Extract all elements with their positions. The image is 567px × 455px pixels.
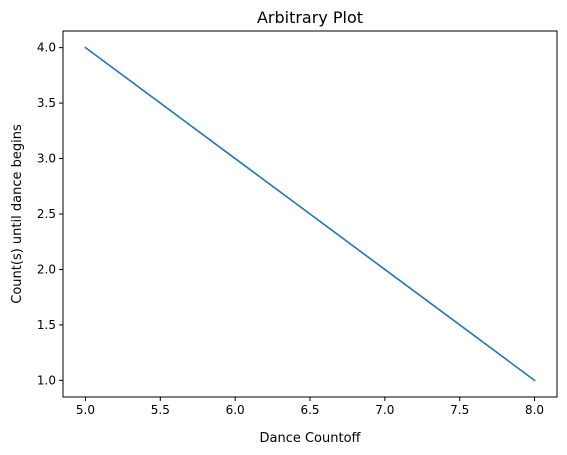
x-tick-label: 5.0 [76,403,95,417]
y-tick-label: 3.0 [37,152,56,166]
x-axis-label: Dance Countoff [259,431,361,446]
series-group [84,46,536,382]
y-tick-label: 1.0 [37,373,56,387]
y-tick-label: 4.0 [37,41,56,55]
x-tick-label: 7.5 [450,403,469,417]
x-tick-label: 7.0 [375,403,394,417]
y-tick-label: 3.5 [37,96,56,110]
chart-title: Arbitrary Plot [257,8,363,27]
y-tick-label: 1.5 [37,318,56,332]
y-tick-label: 2.5 [37,207,56,221]
y-axis-ticks: 1.0 1.5 2.0 2.5 3.0 3.5 4.0 [37,41,63,387]
x-tick-label: 8.0 [525,403,544,417]
x-tick-label: 5.5 [151,403,170,417]
x-tick-label: 6.0 [226,403,245,417]
y-tick-label: 2.0 [37,262,56,276]
series-line [84,46,536,382]
y-axis-label: Count(s) until dance begins [10,124,25,304]
plot-frame [62,30,558,398]
x-tick-label: 6.5 [300,403,319,417]
x-axis-ticks: 5.0 5.5 6.0 6.5 7.0 7.5 8.0 [76,397,544,417]
